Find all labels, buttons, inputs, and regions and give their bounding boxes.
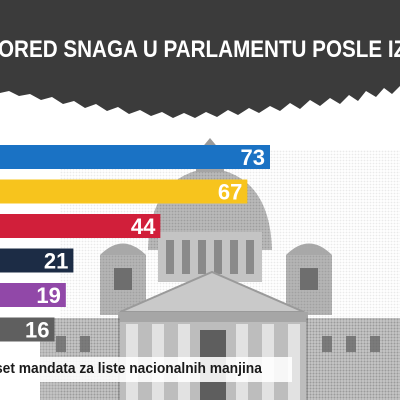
- bar-2: [0, 179, 248, 204]
- bar-6: [0, 317, 55, 342]
- bar-5: [0, 283, 66, 307]
- page-title: ORED SNAGA U PARLAMENTU POSLE IZBORA: [0, 36, 400, 63]
- bar-value-label: 21: [44, 249, 68, 274]
- bar-1: [0, 145, 270, 169]
- bar-value-label: 19: [36, 283, 60, 308]
- bar-value-label: 16: [25, 318, 49, 343]
- bar-4: [0, 248, 74, 273]
- bar-value-label: 44: [131, 214, 156, 239]
- bar-value-label: 67: [218, 180, 242, 205]
- footnote-background: [0, 357, 292, 382]
- header-band: [0, 0, 400, 118]
- bar-3: [0, 214, 161, 238]
- bar-value-label: 73: [241, 145, 265, 170]
- footnote: set mandata za liste nacionalnih manjina: [0, 360, 262, 377]
